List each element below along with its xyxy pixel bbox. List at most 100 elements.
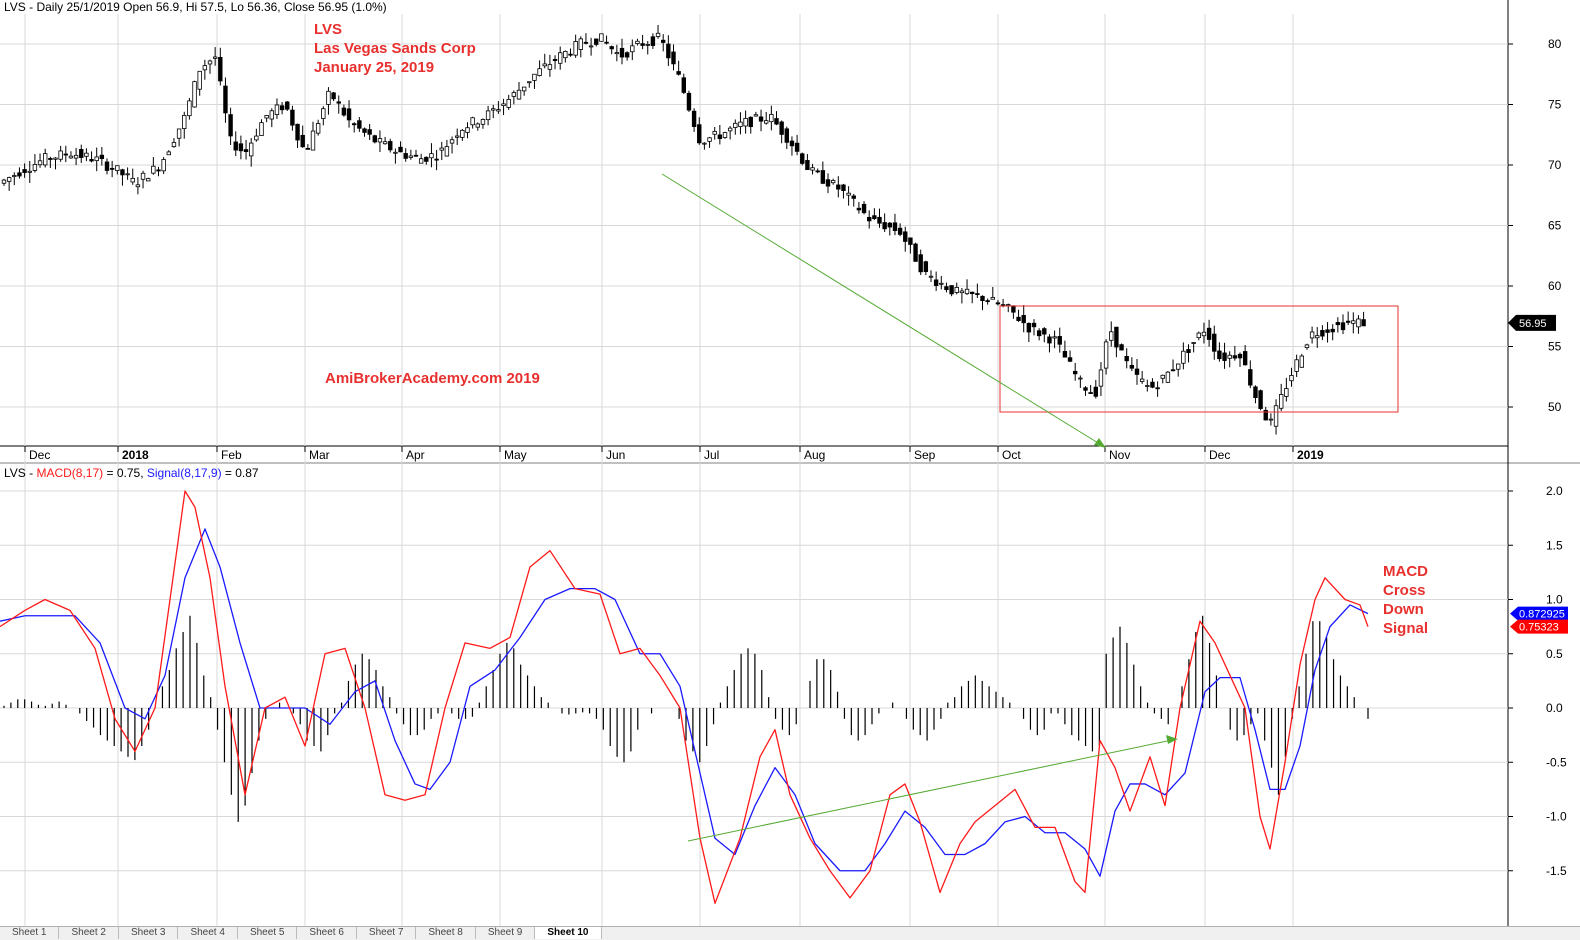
candle-body: [769, 114, 774, 123]
candle-body: [794, 142, 800, 152]
signal-line: [0, 528, 1369, 877]
candle-body: [171, 142, 177, 148]
candle-body: [588, 45, 594, 48]
candle-body: [1330, 328, 1335, 333]
candle-body: [1103, 341, 1109, 369]
candle-body: [372, 135, 377, 143]
candle-body: [434, 158, 439, 161]
price-y-label: 60: [1548, 279, 1562, 293]
sheet-tab[interactable]: Sheet 5: [238, 927, 298, 939]
candle-body: [815, 170, 820, 173]
macd-note-4: Signal: [1383, 620, 1429, 637]
sheet-tab[interactable]: Sheet 1: [0, 927, 60, 939]
macd-pane-header: LVS - MACD(8,17) = 0.75, Signal(8,17,9) …: [4, 466, 259, 480]
sheet-tab[interactable]: Sheet 6: [297, 927, 357, 939]
sheet-tab[interactable]: Sheet 4: [178, 927, 238, 939]
candle-body: [94, 156, 99, 162]
candle-body: [521, 86, 527, 92]
candle-body: [197, 70, 202, 90]
candle-body: [120, 169, 125, 176]
candle-body: [84, 152, 89, 157]
candle-body: [1356, 318, 1361, 328]
candle-body: [182, 115, 187, 129]
macd-badge-label: 0.75323: [1519, 622, 1559, 634]
watermark-text: AmiBrokerAcademy.com 2019: [325, 370, 540, 387]
price-pane-bg: [0, 0, 1580, 463]
candle-body: [418, 158, 424, 164]
candle-body: [491, 108, 496, 111]
candle-body: [449, 139, 455, 144]
candle-body: [228, 114, 233, 137]
candle-body: [238, 143, 244, 152]
header-symbol: LVS -: [4, 466, 37, 480]
candle-body: [635, 40, 640, 44]
candle-body: [1294, 359, 1299, 372]
candle-body: [460, 129, 465, 138]
candle-body: [310, 130, 316, 151]
macd-y-label: 1.5: [1546, 538, 1563, 552]
candle-body: [1232, 355, 1238, 359]
candle-body: [1196, 332, 1201, 339]
candle-body: [1129, 364, 1135, 369]
sheet-tab[interactable]: Sheet 3: [119, 927, 179, 939]
sheet-tab[interactable]: Sheet 10: [535, 927, 602, 939]
candle-body: [1088, 392, 1093, 394]
candle-body: [867, 216, 872, 222]
candle-body: [897, 227, 903, 235]
candle-body: [321, 108, 326, 119]
candle-body: [223, 85, 228, 114]
candle-body: [1351, 320, 1356, 324]
candle-body: [743, 118, 748, 127]
x-tick-label: Jul: [704, 448, 719, 462]
candle-body: [676, 71, 681, 75]
candle-body: [27, 170, 32, 173]
candle-body: [1134, 368, 1140, 375]
candle-body: [1309, 331, 1315, 339]
candle-body: [928, 275, 934, 278]
x-tick-label: Dec: [1209, 448, 1230, 462]
candle-body: [393, 151, 398, 154]
candle-body: [655, 32, 661, 37]
sheet-tab[interactable]: Sheet 8: [416, 927, 476, 939]
candle-body: [140, 172, 146, 180]
candle-body: [1067, 357, 1073, 362]
candle-body: [1279, 394, 1284, 409]
candle-body: [264, 115, 269, 119]
candle-body: [1340, 322, 1346, 331]
candle-body: [439, 147, 444, 151]
candle-body: [681, 77, 686, 93]
sheet-tab[interactable]: Sheet 7: [357, 927, 417, 939]
sheet-tab[interactable]: Sheet 9: [476, 927, 536, 939]
sheet-tab[interactable]: Sheet 2: [59, 927, 119, 939]
candle-body: [784, 128, 789, 143]
candle-body: [1186, 349, 1191, 354]
candle-body: [939, 282, 944, 285]
price-trend-arrowhead: [1094, 438, 1106, 448]
candle-body: [377, 138, 383, 143]
candle-body: [53, 157, 58, 160]
candle-body: [145, 178, 151, 182]
candle-body: [300, 134, 305, 148]
candle-body: [475, 123, 480, 128]
macd-trend-arrowhead: [1166, 735, 1178, 744]
candle-body: [563, 51, 568, 59]
macd-note-3: Down: [1383, 601, 1424, 618]
candle-body: [1345, 320, 1351, 323]
candle-body: [202, 65, 208, 71]
candle-body: [980, 295, 985, 302]
candle-body: [367, 129, 372, 135]
candle-body: [1036, 330, 1042, 337]
last-price-label: 56.95: [1519, 318, 1547, 330]
candle-body: [614, 52, 620, 55]
candle-body: [1304, 344, 1310, 349]
candle-body: [12, 175, 17, 178]
candle-body: [820, 170, 826, 184]
candle-body: [135, 184, 141, 188]
candle-body: [779, 121, 784, 135]
candle-body: [346, 108, 352, 121]
header-macd-value: = 0.75,: [103, 466, 147, 480]
candle-body: [1021, 314, 1026, 324]
candle-body: [362, 128, 367, 133]
